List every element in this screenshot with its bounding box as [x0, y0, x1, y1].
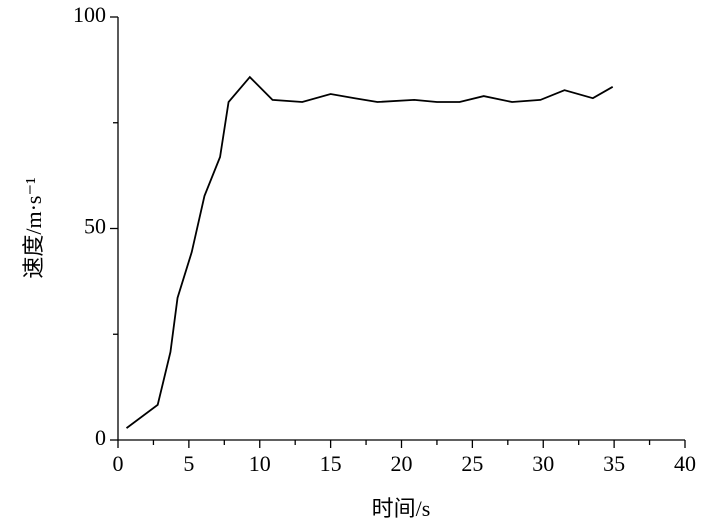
y-tick-label: 0: [95, 425, 106, 450]
x-tick-label: 20: [391, 451, 413, 476]
x-tick-label: 15: [320, 451, 342, 476]
y-axis-label: 速度/m·s⁻¹: [21, 177, 46, 278]
data-line: [125, 75, 614, 429]
x-tick-label: 40: [674, 451, 696, 476]
y-tick-label: 50: [84, 214, 106, 239]
x-tick-label: 10: [249, 451, 271, 476]
y-tick-label: 100: [73, 2, 106, 27]
x-tick-label: 0: [113, 451, 124, 476]
x-tick-label: 25: [461, 451, 483, 476]
x-axis-label: 时间/s: [372, 496, 431, 521]
x-tick-label: 30: [532, 451, 554, 476]
x-tick-label: 35: [603, 451, 625, 476]
x-tick-label: 5: [183, 451, 194, 476]
